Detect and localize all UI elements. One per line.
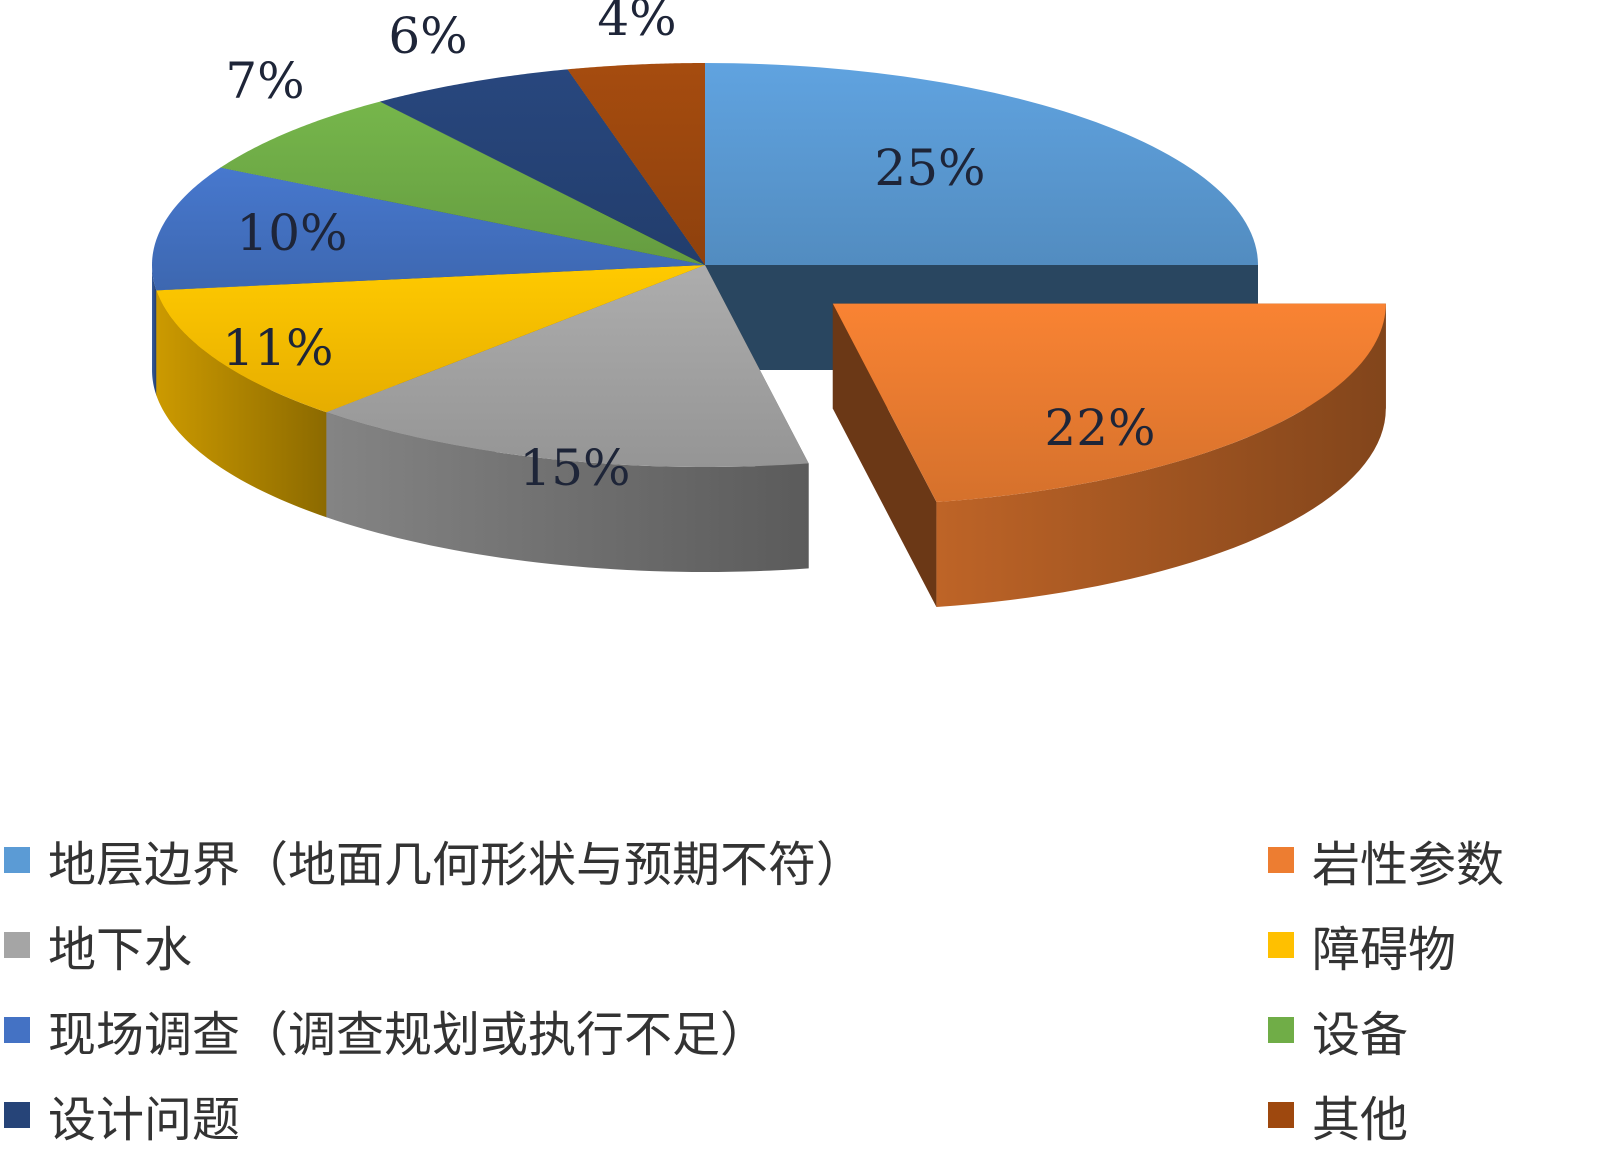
legend-swatch (1268, 1017, 1294, 1043)
pie-slice (152, 167, 705, 291)
legend-swatch (4, 1102, 30, 1128)
data-label: 25% (874, 139, 985, 197)
legend-swatch (1268, 1102, 1294, 1128)
slice-outer-wall (156, 290, 327, 518)
data-label: 22% (1044, 399, 1155, 457)
legend-item: 障碍物 (1268, 910, 1456, 980)
legend-swatch (4, 932, 30, 958)
data-label: 6% (388, 7, 467, 65)
pie-slice (705, 63, 1258, 265)
legend-label: 设计问题 (48, 1092, 241, 1148)
legend-swatch (4, 1017, 30, 1043)
pie-slice (567, 63, 705, 265)
legend-swatch (4, 847, 30, 873)
pie-slice (326, 265, 809, 467)
legend-label: 障碍物 (1312, 922, 1457, 978)
data-label: 15% (519, 439, 630, 497)
legend-label: 其他 (1312, 1092, 1409, 1148)
pie-slice (156, 265, 705, 413)
pie-slice (220, 101, 705, 265)
legend-item: 设计问题 (4, 1080, 240, 1150)
pie-chart: 25% 22% 15% 11% 10% 7% 6% 4% (152, 0, 1386, 608)
legend-item: 其他 (1268, 1080, 1408, 1150)
legend-label: 设备 (1312, 1007, 1409, 1063)
slice-outer-wall (936, 303, 1386, 608)
legend-label: 现场调查（调查规划或执行不足） (48, 1007, 769, 1063)
data-label: 4% (597, 0, 676, 47)
legend-swatch (1268, 847, 1294, 873)
legend-label: 地层边界（地面几何形状与预期不符） (48, 837, 865, 893)
pie-slice (832, 303, 1386, 503)
legend-item: 地层边界（地面几何形状与预期不符） (4, 825, 864, 895)
pie-slice (379, 69, 705, 266)
data-label: 7% (225, 52, 304, 110)
slice-outer-wall (326, 412, 809, 572)
legend-item: 地下水 (4, 910, 192, 980)
legend-label: 岩性参数 (1312, 837, 1505, 893)
slice-tops (152, 63, 1386, 503)
legend-item: 现场调查（调查规划或执行不足） (4, 995, 768, 1065)
legend-item: 岩性参数 (1268, 825, 1504, 895)
legend-swatch (1268, 932, 1294, 958)
slice-outer-wall (152, 265, 157, 396)
legend-item: 设备 (1268, 995, 1408, 1065)
data-label: 10% (236, 204, 347, 262)
data-label: 11% (222, 319, 333, 377)
legend-label: 地下水 (48, 922, 193, 978)
slice-radial-wall (832, 303, 937, 608)
